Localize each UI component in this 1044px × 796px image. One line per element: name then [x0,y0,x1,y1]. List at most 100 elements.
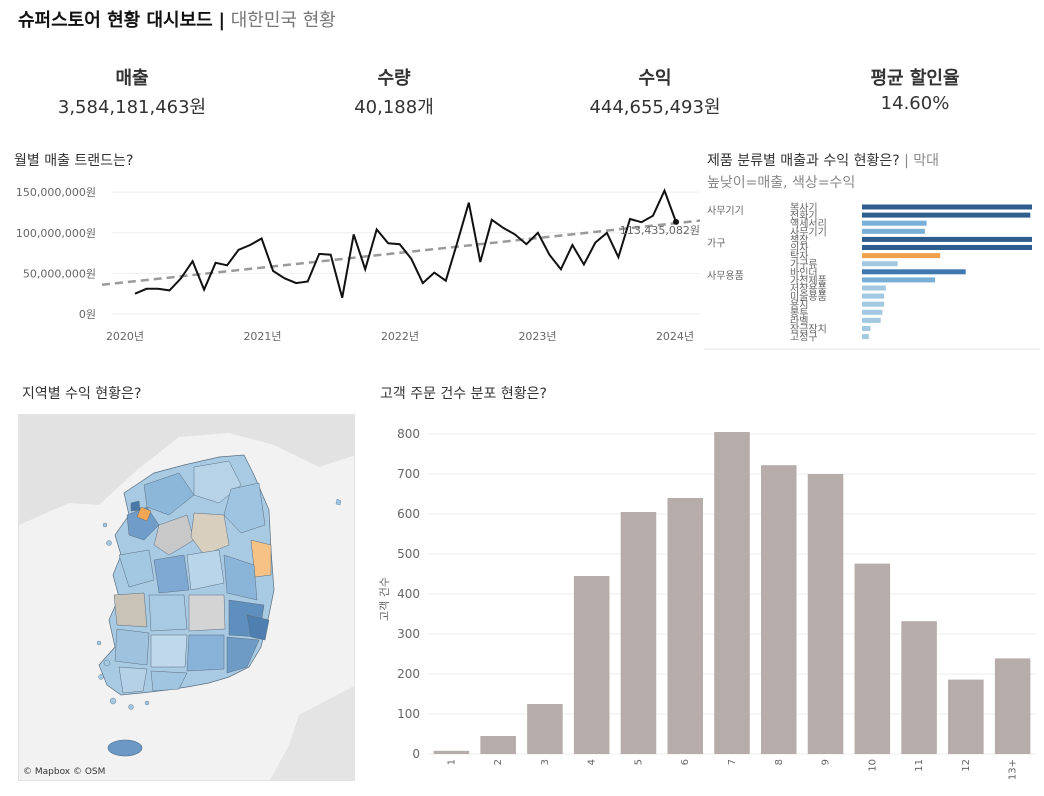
x-tick-label: 2022년 [381,330,419,343]
category-label: 봉투 [790,307,808,319]
category-bar [862,212,1031,218]
category-label: 용지 [790,299,808,311]
korea-map-canvas[interactable] [19,415,355,781]
histogram-bar [854,563,891,754]
x-tick-label: 6 [680,759,691,765]
region-blocks [113,460,272,694]
group-label: 사무용품 [707,270,744,282]
category-bar [862,277,936,283]
category-label: 잠금장치 [790,324,827,336]
last-point-marker [673,218,679,225]
histogram-title: 고객 주문 건수 분포 현황은? [380,386,547,402]
histogram-bar [901,621,937,754]
kpi-value: 3,584,181,463원 [57,97,207,118]
category-bar [862,293,885,299]
histogram-bar [527,704,563,754]
kpi-label: 매출 [115,68,149,89]
category-label: 의자 [790,243,808,255]
kpi-sales[interactable]: 매출 3,584,181,463원 [2,64,262,119]
category-label: 사무기기 [790,226,827,238]
category-bar [862,204,1032,210]
category-bar [862,245,1032,250]
category-label: 탁자 [790,251,808,263]
category-label: 저장용품 [790,283,827,295]
histogram-bar [994,658,1031,754]
x-tick-label: 2021년 [243,330,281,343]
x-tick-label: 5 [633,759,644,765]
y-tick-label: 0 [412,747,420,761]
y-axis-title: 고객 건수 [378,577,391,621]
category-bar [862,236,1032,242]
kpi-value: 14.60% [880,93,950,114]
kpi-value: 40,188개 [354,97,434,118]
histogram-bar [807,474,844,754]
x-tick-label: 8 [774,759,785,765]
trendline [101,219,701,287]
north-land-shape [19,415,354,525]
histogram-bar [667,498,704,754]
x-tick-label: 9 [821,759,832,765]
x-tick-label: 13+ [1008,759,1019,780]
y-tick-label: 500 [397,547,420,561]
x-tick-label: 7 [727,759,738,765]
y-tick-label: 200 [397,667,420,681]
x-tick-label: 2 [493,759,504,765]
category-bar [862,228,925,234]
title-separator: | [218,10,226,31]
group-label: 사무기기 [707,205,744,217]
x-tick-label: 2023년 [518,330,556,343]
last-point-label: 113,435,082원 [620,224,700,237]
x-tick-label: 11 [914,759,925,772]
y-tick-label: 100 [397,707,420,721]
category-bar [862,269,966,275]
y-tick-label: 50,000,000원 [23,267,96,280]
x-tick-label: 4 [587,759,598,765]
coastal-islands [96,522,150,710]
x-tick-label: 2024년 [656,330,694,343]
monthly-sales-trend-chart[interactable]: 150,000,000원 100,000,000원 50,000,000원 0원 202… [10,176,702,348]
histogram-bar [433,750,470,754]
dashboard-title-main: 슈퍼스토어 현황 대시보드 [18,10,213,31]
category-label: 전화기 [790,210,818,222]
category-title-note: | 막대 [904,153,940,169]
kpi-quantity[interactable]: 수량 40,188개 [264,64,524,119]
histogram-bar [760,465,797,754]
category-label: 라벨 [790,315,808,327]
category-bar [862,261,898,267]
kpi-label: 수익 [638,68,672,89]
category-label: 액세서리 [790,218,827,230]
category-label: 복사기 [790,202,818,214]
histogram-bar [573,576,610,754]
category-title: 제품 분류별 매출과 수익 현황은? | 막대 [707,150,939,170]
kpi-profit[interactable]: 수익 444,655,493원 [525,64,785,119]
island-shape [335,498,342,506]
histogram-bar [620,512,657,754]
category-subtitle: 높낮이=매출, 색상=수익 [707,175,856,191]
histogram-bar [480,736,516,754]
kpi-label: 수량 [377,68,411,89]
y-tick-label: 600 [397,507,420,521]
y-tick-label: 800 [397,427,420,441]
region-profit-map[interactable]: © Mapbox © OSM [18,414,355,781]
kpi-avg-discount[interactable]: 평균 할인율 14.60% [785,64,1044,114]
x-tick-label: 1 [446,759,457,765]
group-label: 가구 [707,237,725,249]
y-tick-label: 400 [397,587,420,601]
category-label: 가전제품 [790,275,827,287]
category-label: 고정구 [790,332,818,344]
category-sales-profit-chart[interactable]: 사무기기가구사무용품복사기전화기액세서리사무기기책장의자탁자가구류바인더가전제품… [704,198,1040,350]
x-tick-label: 3 [540,759,551,765]
histogram-bar [948,679,984,754]
y-tick-label: 300 [397,627,420,641]
category-bar [862,334,869,340]
dashboard-title: 슈퍼스토어 현황 대시보드 | 대한민국 현황 [18,6,336,32]
y-tick-label: 0원 [79,308,96,321]
y-tick-label: 150,000,000원 [16,186,96,199]
category-bar [862,326,871,331]
map-title: 지역별 수익 현황은? [22,386,142,402]
y-tick-label: 100,000,000원 [16,227,96,240]
category-label: 가구류 [790,259,818,271]
japan-land-shape [270,686,354,780]
category-bar [862,301,885,307]
